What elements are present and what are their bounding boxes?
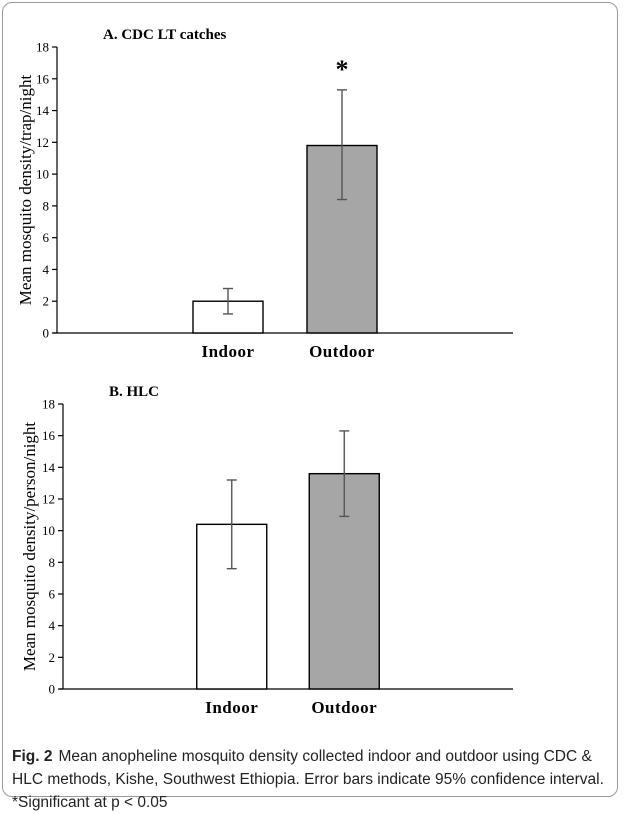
- y-tick-label: 2: [49, 650, 56, 665]
- figure-frame: A. CDC LT catches Mean mosquito density/t…: [2, 2, 618, 797]
- figure-canvas: A. CDC LT catches Mean mosquito density/t…: [16, 27, 513, 717]
- chart-panel-b: B. HLC Mean mosquito density/person/night…: [20, 384, 513, 717]
- y-tick-label: 10: [42, 523, 55, 538]
- y-tick-label: 10: [36, 167, 49, 182]
- caption-text: Mean anopheline mosquito density collect…: [12, 748, 604, 811]
- chart-title: B. HLC: [109, 384, 159, 400]
- y-tick-label: 18: [42, 397, 55, 412]
- y-tick-label: 12: [36, 135, 49, 150]
- y-tick-label: 4: [43, 262, 50, 277]
- y-tick-label: 16: [42, 428, 56, 443]
- figure-caption: Fig. 2 Mean anopheline mosquito density c…: [12, 745, 608, 814]
- y-tick-label: 4: [49, 618, 56, 633]
- y-tick-label: 8: [43, 198, 50, 213]
- chart-title: A. CDC LT catches: [103, 27, 227, 43]
- y-tick-label: 2: [43, 294, 50, 309]
- chart-panel-a: A. CDC LT catches Mean mosquito density/t…: [16, 27, 513, 361]
- y-tick-label: 14: [36, 103, 50, 118]
- x-category-label: Outdoor: [311, 698, 377, 717]
- figure-label: Fig. 2: [12, 748, 53, 765]
- y-tick-label: 12: [42, 492, 55, 507]
- y-axis-label: Mean mosquito density/person/night: [20, 422, 39, 672]
- x-category-label: Indoor: [205, 698, 258, 717]
- y-tick-label: 8: [49, 555, 56, 570]
- y-tick-label: 14: [42, 460, 56, 475]
- x-category-label: Indoor: [201, 342, 254, 361]
- y-axis-label: Mean mosquito density/trap/night: [16, 75, 35, 306]
- y-tick-label: 16: [36, 71, 50, 86]
- y-tick-label: 18: [36, 40, 49, 55]
- y-tick-label: 6: [49, 587, 56, 602]
- y-tick-label: 0: [43, 326, 50, 341]
- significance-marker: *: [336, 55, 349, 84]
- y-tick-label: 0: [49, 682, 56, 697]
- x-category-label: Outdoor: [309, 342, 375, 361]
- y-tick-label: 6: [43, 230, 50, 245]
